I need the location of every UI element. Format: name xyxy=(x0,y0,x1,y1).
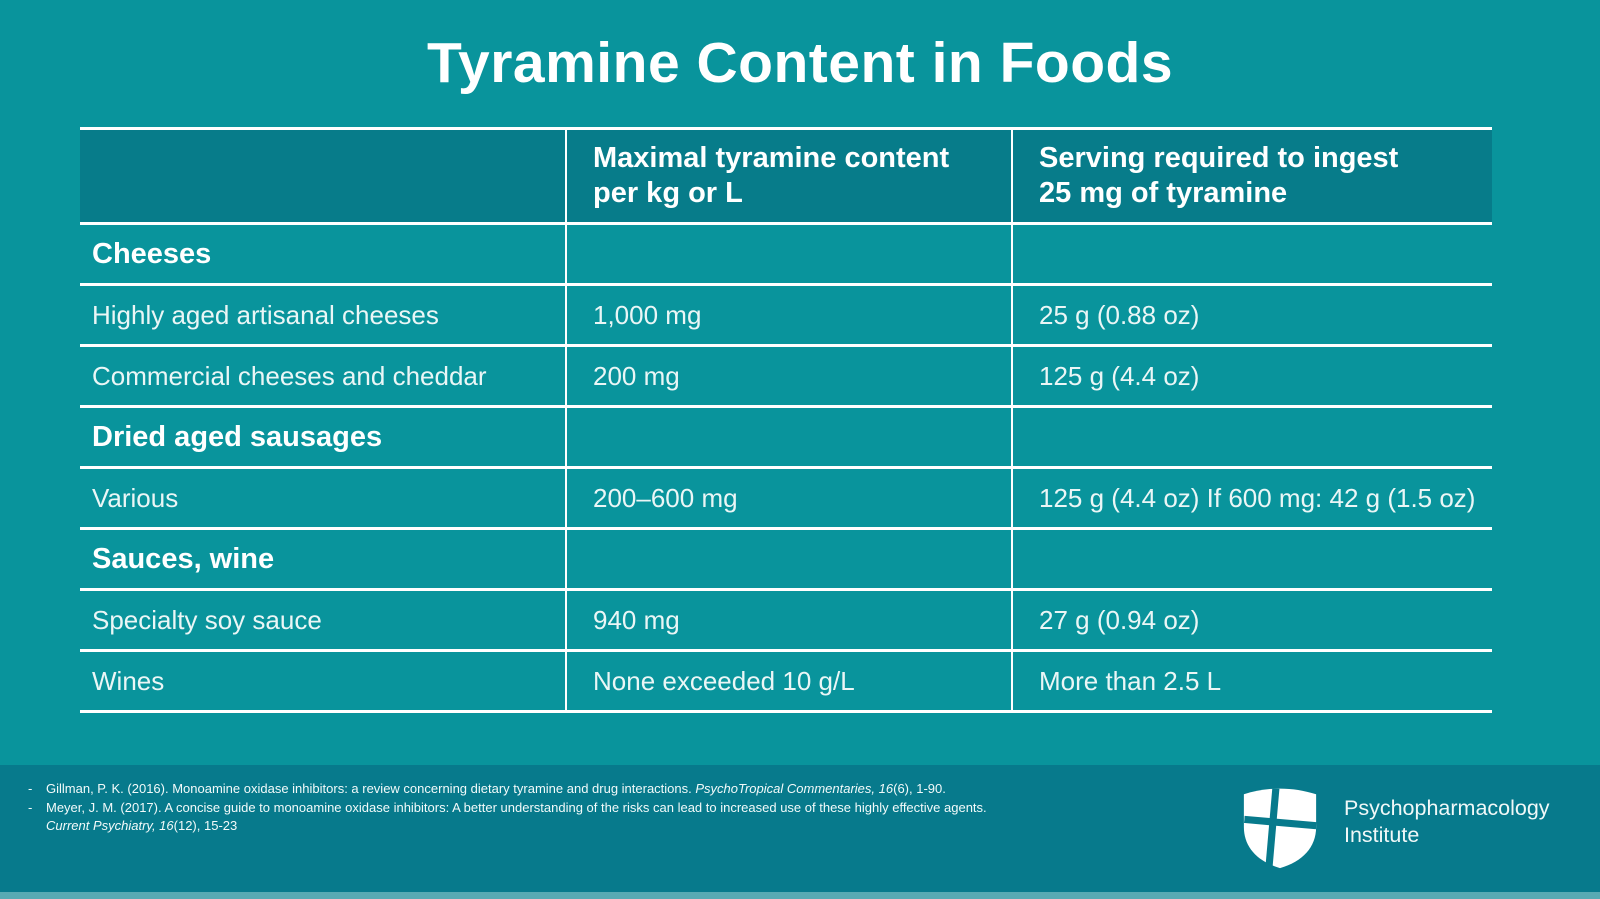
cell-content: None exceeded 10 g/L xyxy=(565,652,1011,710)
cell-serving: More than 2.5 L xyxy=(1011,652,1492,710)
cell-category-label: Dried aged sausages xyxy=(92,420,383,453)
header-cell-content: Maximal tyramine content per kg or L xyxy=(565,130,1011,222)
table-row: Sauces, wine xyxy=(80,530,1492,591)
cell-serving: 125 g (4.4 oz) If 600 mg: 42 g (1.5 oz) xyxy=(1011,469,1492,527)
reference-list: - Gillman, P. K. (2016). Monoamine oxida… xyxy=(28,780,993,836)
cell-serving: 125 g (4.4 oz) xyxy=(1011,347,1492,405)
institute-name-line: Institute xyxy=(1344,823,1420,847)
institute-shield-icon xyxy=(1240,785,1320,869)
cell-category-label: Cheeses xyxy=(92,237,212,270)
reference-bullet: - xyxy=(28,781,33,796)
reference-item: - Gillman, P. K. (2016). Monoamine oxida… xyxy=(28,780,993,799)
reference-item: - Meyer, J. M. (2017). A concise guide t… xyxy=(28,799,993,836)
cell-content xyxy=(565,225,1011,283)
cell-content: 940 mg xyxy=(565,591,1011,649)
cell-content xyxy=(565,408,1011,466)
header-cell-serving: Serving required to ingest 25 mg of tyra… xyxy=(1011,130,1492,222)
institute-name: Psychopharmacology Institute xyxy=(1344,785,1550,869)
table-row: Dried aged sausages xyxy=(80,408,1492,469)
table-row: Highly aged artisanal cheeses 1,000 mg 2… xyxy=(80,286,1492,347)
cell-food: Commercial cheeses and cheddar xyxy=(92,360,487,391)
reference-text-italic: Current Psychiatry, 16 xyxy=(46,818,174,833)
table-row: Various 200–600 mg 125 g (4.4 oz) If 600… xyxy=(80,469,1492,530)
cell-content: 200–600 mg xyxy=(565,469,1011,527)
tyramine-table: Maximal tyramine content per kg or L Ser… xyxy=(80,127,1492,713)
reference-text-regular: Gillman, P. K. (2016). Monoamine oxidase… xyxy=(46,781,696,796)
cell-serving xyxy=(1011,530,1492,588)
bottom-strip xyxy=(0,892,1600,899)
cell-food: Wines xyxy=(92,665,165,696)
cell-content: 1,000 mg xyxy=(565,286,1011,344)
cell-content xyxy=(565,530,1011,588)
reference-text-regular: Meyer, J. M. (2017). A concise guide to … xyxy=(46,799,987,815)
logo: Psychopharmacology Institute xyxy=(1238,785,1550,869)
cell-serving: 25 g (0.88 oz) xyxy=(1011,286,1492,344)
header-line: Maximal tyramine content xyxy=(593,142,950,174)
table-row: Commercial cheeses and cheddar 200 mg 12… xyxy=(80,347,1492,408)
reference-text-italic: PsychoTropical Commentaries, 16 xyxy=(695,781,894,796)
table-header-row: Maximal tyramine content per kg or L Ser… xyxy=(80,130,1492,225)
slide-title: Tyramine Content in Foods xyxy=(426,31,1174,95)
table-row: Cheeses xyxy=(80,225,1492,286)
institute-name-line: Psychopharmacology xyxy=(1344,796,1550,820)
header-cell-food xyxy=(80,130,565,222)
header-line: per kg or L xyxy=(593,177,743,209)
reference-text: Meyer, J. M. (2017). A concise guide to … xyxy=(46,799,993,836)
references-footer: - Gillman, P. K. (2016). Monoamine oxida… xyxy=(0,765,1600,892)
cell-food: Highly aged artisanal cheeses xyxy=(92,299,439,330)
reference-text-regular: (12), 15-23 xyxy=(173,818,238,833)
cell-serving xyxy=(1011,408,1492,466)
cell-serving: 27 g (0.94 oz) xyxy=(1011,591,1492,649)
cell-category-label: Sauces, wine xyxy=(92,542,275,575)
cell-content: 200 mg xyxy=(565,347,1011,405)
reference-text: Gillman, P. K. (2016). Monoamine oxidase… xyxy=(46,780,993,799)
reference-bullet: - xyxy=(28,799,33,815)
header-line: 25 mg of tyramine xyxy=(1039,177,1288,209)
table-row: Specialty soy sauce 940 mg 27 g (0.94 oz… xyxy=(80,591,1492,652)
header-line: Serving required to ingest xyxy=(1039,142,1399,174)
reference-text-regular: (6), 1-90. xyxy=(893,781,946,796)
table-row: Wines None exceeded 10 g/L More than 2.5… xyxy=(80,652,1492,713)
cell-serving xyxy=(1011,225,1492,283)
cell-food: Various xyxy=(92,482,179,513)
cell-food: Specialty soy sauce xyxy=(92,604,322,635)
